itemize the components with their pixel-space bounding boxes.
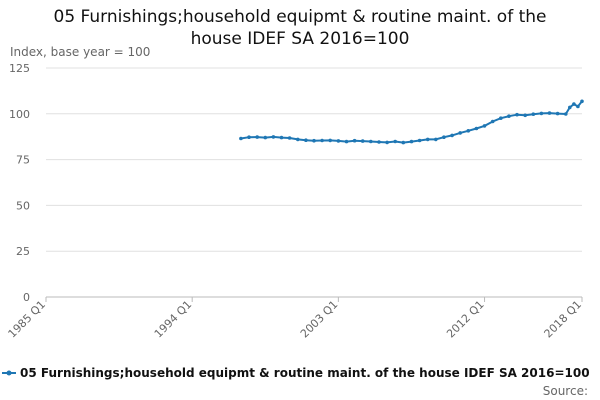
data-point bbox=[328, 138, 333, 143]
data-point bbox=[336, 139, 341, 143]
legend-marker bbox=[6, 370, 12, 376]
data-point bbox=[304, 138, 308, 142]
y-tick-label: 0 bbox=[23, 291, 30, 304]
x-tick-label: 2018 Q1 bbox=[542, 298, 585, 341]
data-point bbox=[239, 136, 243, 141]
data-point bbox=[576, 104, 580, 109]
data-point bbox=[482, 124, 487, 128]
data-point bbox=[523, 113, 527, 118]
legend[interactable]: 05 Furnishings;household equipmt & routi… bbox=[2, 366, 590, 380]
data-point bbox=[539, 111, 544, 116]
data-point bbox=[555, 111, 560, 116]
data-point bbox=[393, 139, 398, 144]
source-label: Source: bbox=[543, 384, 588, 398]
chart-title-line-1: 05 Furnishings;household equipmt & routi… bbox=[53, 7, 547, 27]
y-tick-label: 100 bbox=[9, 108, 30, 121]
data-point bbox=[320, 138, 324, 143]
data-point bbox=[434, 137, 438, 142]
data-point bbox=[564, 112, 568, 116]
legend-label: 05 Furnishings;household equipmt & routi… bbox=[20, 366, 590, 380]
data-point bbox=[580, 99, 584, 104]
data-point bbox=[344, 139, 349, 144]
data-point bbox=[287, 136, 292, 140]
x-tick-label: 2003 Q1 bbox=[298, 298, 341, 341]
chart-title: 05 Furnishings;household equipmt & routi… bbox=[0, 6, 600, 50]
series-line bbox=[240, 100, 583, 144]
data-point bbox=[474, 126, 479, 131]
data-point bbox=[312, 138, 316, 143]
data-point bbox=[247, 135, 251, 139]
y-axis-label: Index, base year = 100 bbox=[10, 45, 150, 59]
x-tick-label: 1994 Q1 bbox=[152, 298, 195, 341]
data-point bbox=[360, 139, 365, 143]
data-point bbox=[385, 140, 389, 145]
data-point bbox=[401, 140, 406, 145]
data-point bbox=[458, 131, 463, 135]
data-point bbox=[296, 137, 300, 142]
data-point bbox=[255, 135, 259, 139]
y-tick-label: 125 bbox=[9, 62, 30, 75]
data-point bbox=[417, 138, 422, 143]
data-point bbox=[450, 133, 454, 138]
data-point bbox=[547, 111, 552, 115]
data-point bbox=[369, 139, 373, 144]
data-point bbox=[377, 140, 381, 144]
data-point bbox=[466, 129, 471, 133]
data-point bbox=[572, 102, 576, 106]
series-layer bbox=[239, 99, 584, 145]
data-point bbox=[531, 112, 536, 116]
data-point bbox=[271, 135, 276, 139]
data-point bbox=[263, 135, 268, 140]
data-point bbox=[515, 112, 519, 117]
data-point bbox=[352, 138, 357, 143]
y-tick-label: 75 bbox=[16, 154, 30, 167]
y-tick-label: 50 bbox=[16, 199, 30, 212]
data-point bbox=[279, 135, 284, 140]
axis-layer: 0 25 50 75 100 125 1985 Q1 1994 Q1 2003 Q1 2012 Q… bbox=[6, 62, 585, 340]
data-point bbox=[490, 119, 495, 124]
data-point bbox=[425, 137, 430, 142]
data-point bbox=[507, 114, 511, 118]
y-tick-label: 25 bbox=[16, 245, 30, 258]
x-tick-label: 1985 Q1 bbox=[6, 298, 49, 341]
chart-title-line-2: house IDEF SA 2016=100 bbox=[190, 29, 410, 49]
grid-layer bbox=[46, 67, 582, 298]
data-point bbox=[499, 116, 503, 120]
data-point bbox=[568, 105, 572, 110]
data-point bbox=[442, 135, 446, 139]
data-point bbox=[409, 139, 414, 144]
x-tick-label: 2012 Q1 bbox=[444, 298, 487, 341]
